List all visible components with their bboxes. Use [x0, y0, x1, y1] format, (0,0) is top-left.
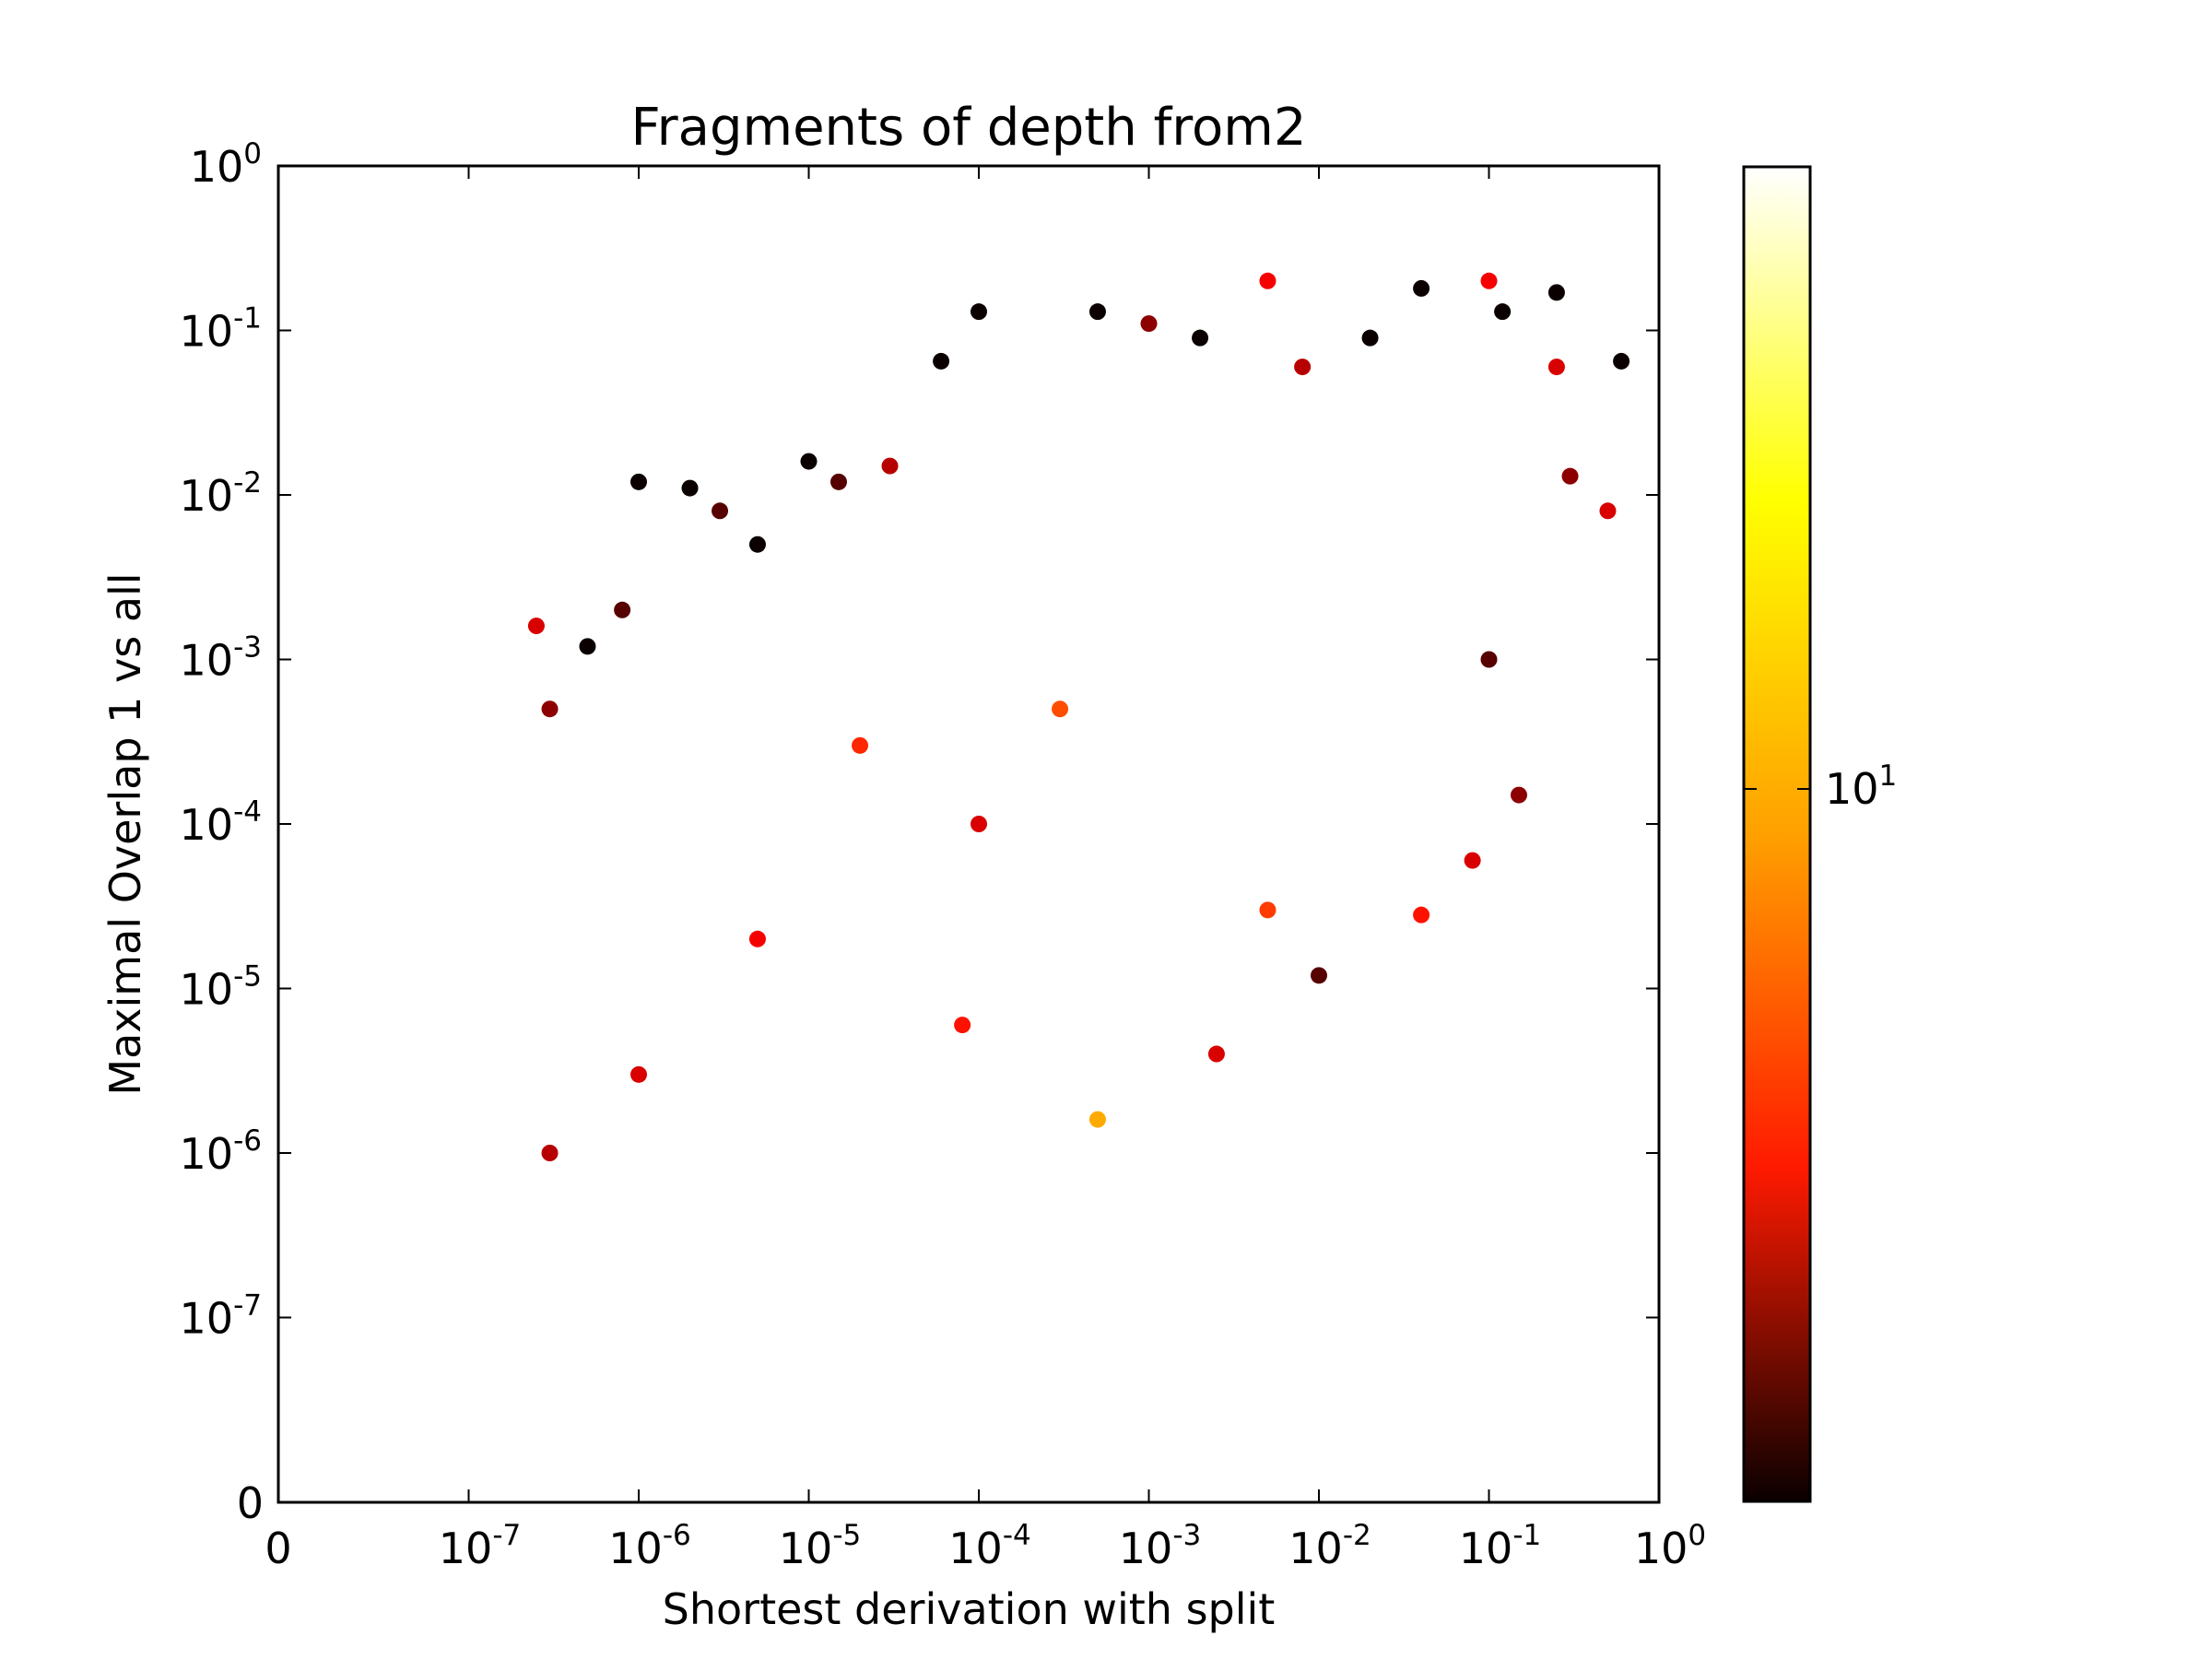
y-tick-label: 10-4: [180, 795, 262, 850]
x-tick-label: 10-7: [439, 1519, 521, 1573]
colorbar-frame: [1742, 165, 1812, 1503]
x-axis: 0 10-7 10-6 10-5 10-4 10-3 10-2 10-1 100: [265, 166, 1706, 1573]
data-point: [800, 453, 818, 470]
data-point: [1088, 303, 1106, 321]
data-point: [630, 1065, 647, 1083]
data-point: [1510, 786, 1527, 804]
chart-title: Fragments of depth from2: [631, 98, 1307, 158]
data-point: [1547, 359, 1565, 376]
data-point: [541, 1145, 559, 1161]
data-point: [1259, 272, 1277, 289]
data-point: [1361, 329, 1379, 347]
colorbar: 101: [1742, 165, 1897, 1503]
points-layer: [527, 272, 1630, 1161]
data-point: [1192, 329, 1209, 347]
data-point: [1207, 1045, 1225, 1063]
data-point: [1613, 352, 1630, 370]
data-point: [614, 601, 631, 618]
data-point: [1088, 1111, 1106, 1128]
data-point: [881, 457, 899, 475]
data-point: [1494, 303, 1512, 321]
data-point: [1599, 502, 1617, 520]
data-point: [1480, 272, 1498, 289]
plot-frame: [276, 164, 1661, 1504]
x-tick-label: 10-4: [948, 1519, 1030, 1573]
y-tick-label: 10-1: [180, 302, 262, 357]
colorbar-tick-label: 101: [1825, 759, 1897, 814]
x-axis-label: Shortest derivation with split: [663, 1584, 1276, 1634]
data-point: [852, 736, 869, 754]
x-tick-label: 100: [1634, 1519, 1706, 1573]
data-point: [830, 473, 847, 490]
x-tick-label: 10-3: [1119, 1519, 1201, 1573]
data-point: [1547, 284, 1565, 301]
y-tick-label: 10-7: [180, 1289, 262, 1344]
data-point: [1464, 852, 1481, 869]
data-point: [712, 502, 729, 520]
data-point: [933, 352, 950, 370]
data-point: [681, 479, 699, 497]
y-axis-label: Maximal Overlap 1 vs all: [100, 572, 150, 1095]
y-tick-label: 10-6: [180, 1124, 262, 1179]
y-axis: 0 10-7 10-6 10-5 10-4 10-3 10-2 10-1 100: [180, 137, 1659, 1528]
x-tick-label: 10-5: [779, 1519, 861, 1573]
data-point: [971, 303, 987, 321]
data-point: [748, 535, 766, 553]
y-tick-label: 100: [190, 137, 262, 192]
data-point: [527, 618, 545, 635]
data-point: [954, 1017, 971, 1034]
y-tick-label: 0: [237, 1478, 264, 1528]
data-point: [1413, 906, 1430, 924]
data-point: [1311, 967, 1327, 984]
data-point: [630, 473, 647, 490]
x-tick-label: 10-1: [1459, 1519, 1541, 1573]
colorbar-gradient: [1744, 167, 1810, 1501]
x-tick-label: 10-2: [1288, 1519, 1371, 1573]
y-tick-label: 10-2: [180, 466, 262, 521]
data-point: [971, 816, 987, 832]
data-point: [1052, 700, 1069, 718]
data-point: [1259, 901, 1277, 919]
y-tick-label: 10-5: [180, 960, 262, 1015]
y-tick-label: 10-3: [180, 631, 262, 686]
x-tick-label: 0: [265, 1524, 291, 1573]
data-point: [1413, 279, 1430, 297]
data-point: [1294, 359, 1312, 376]
data-point: [1480, 651, 1498, 668]
data-point: [541, 700, 559, 718]
data-point: [748, 930, 766, 947]
data-point: [579, 638, 596, 655]
x-tick-label: 10-6: [608, 1519, 690, 1573]
data-point: [1561, 467, 1579, 485]
data-point: [1140, 315, 1158, 333]
